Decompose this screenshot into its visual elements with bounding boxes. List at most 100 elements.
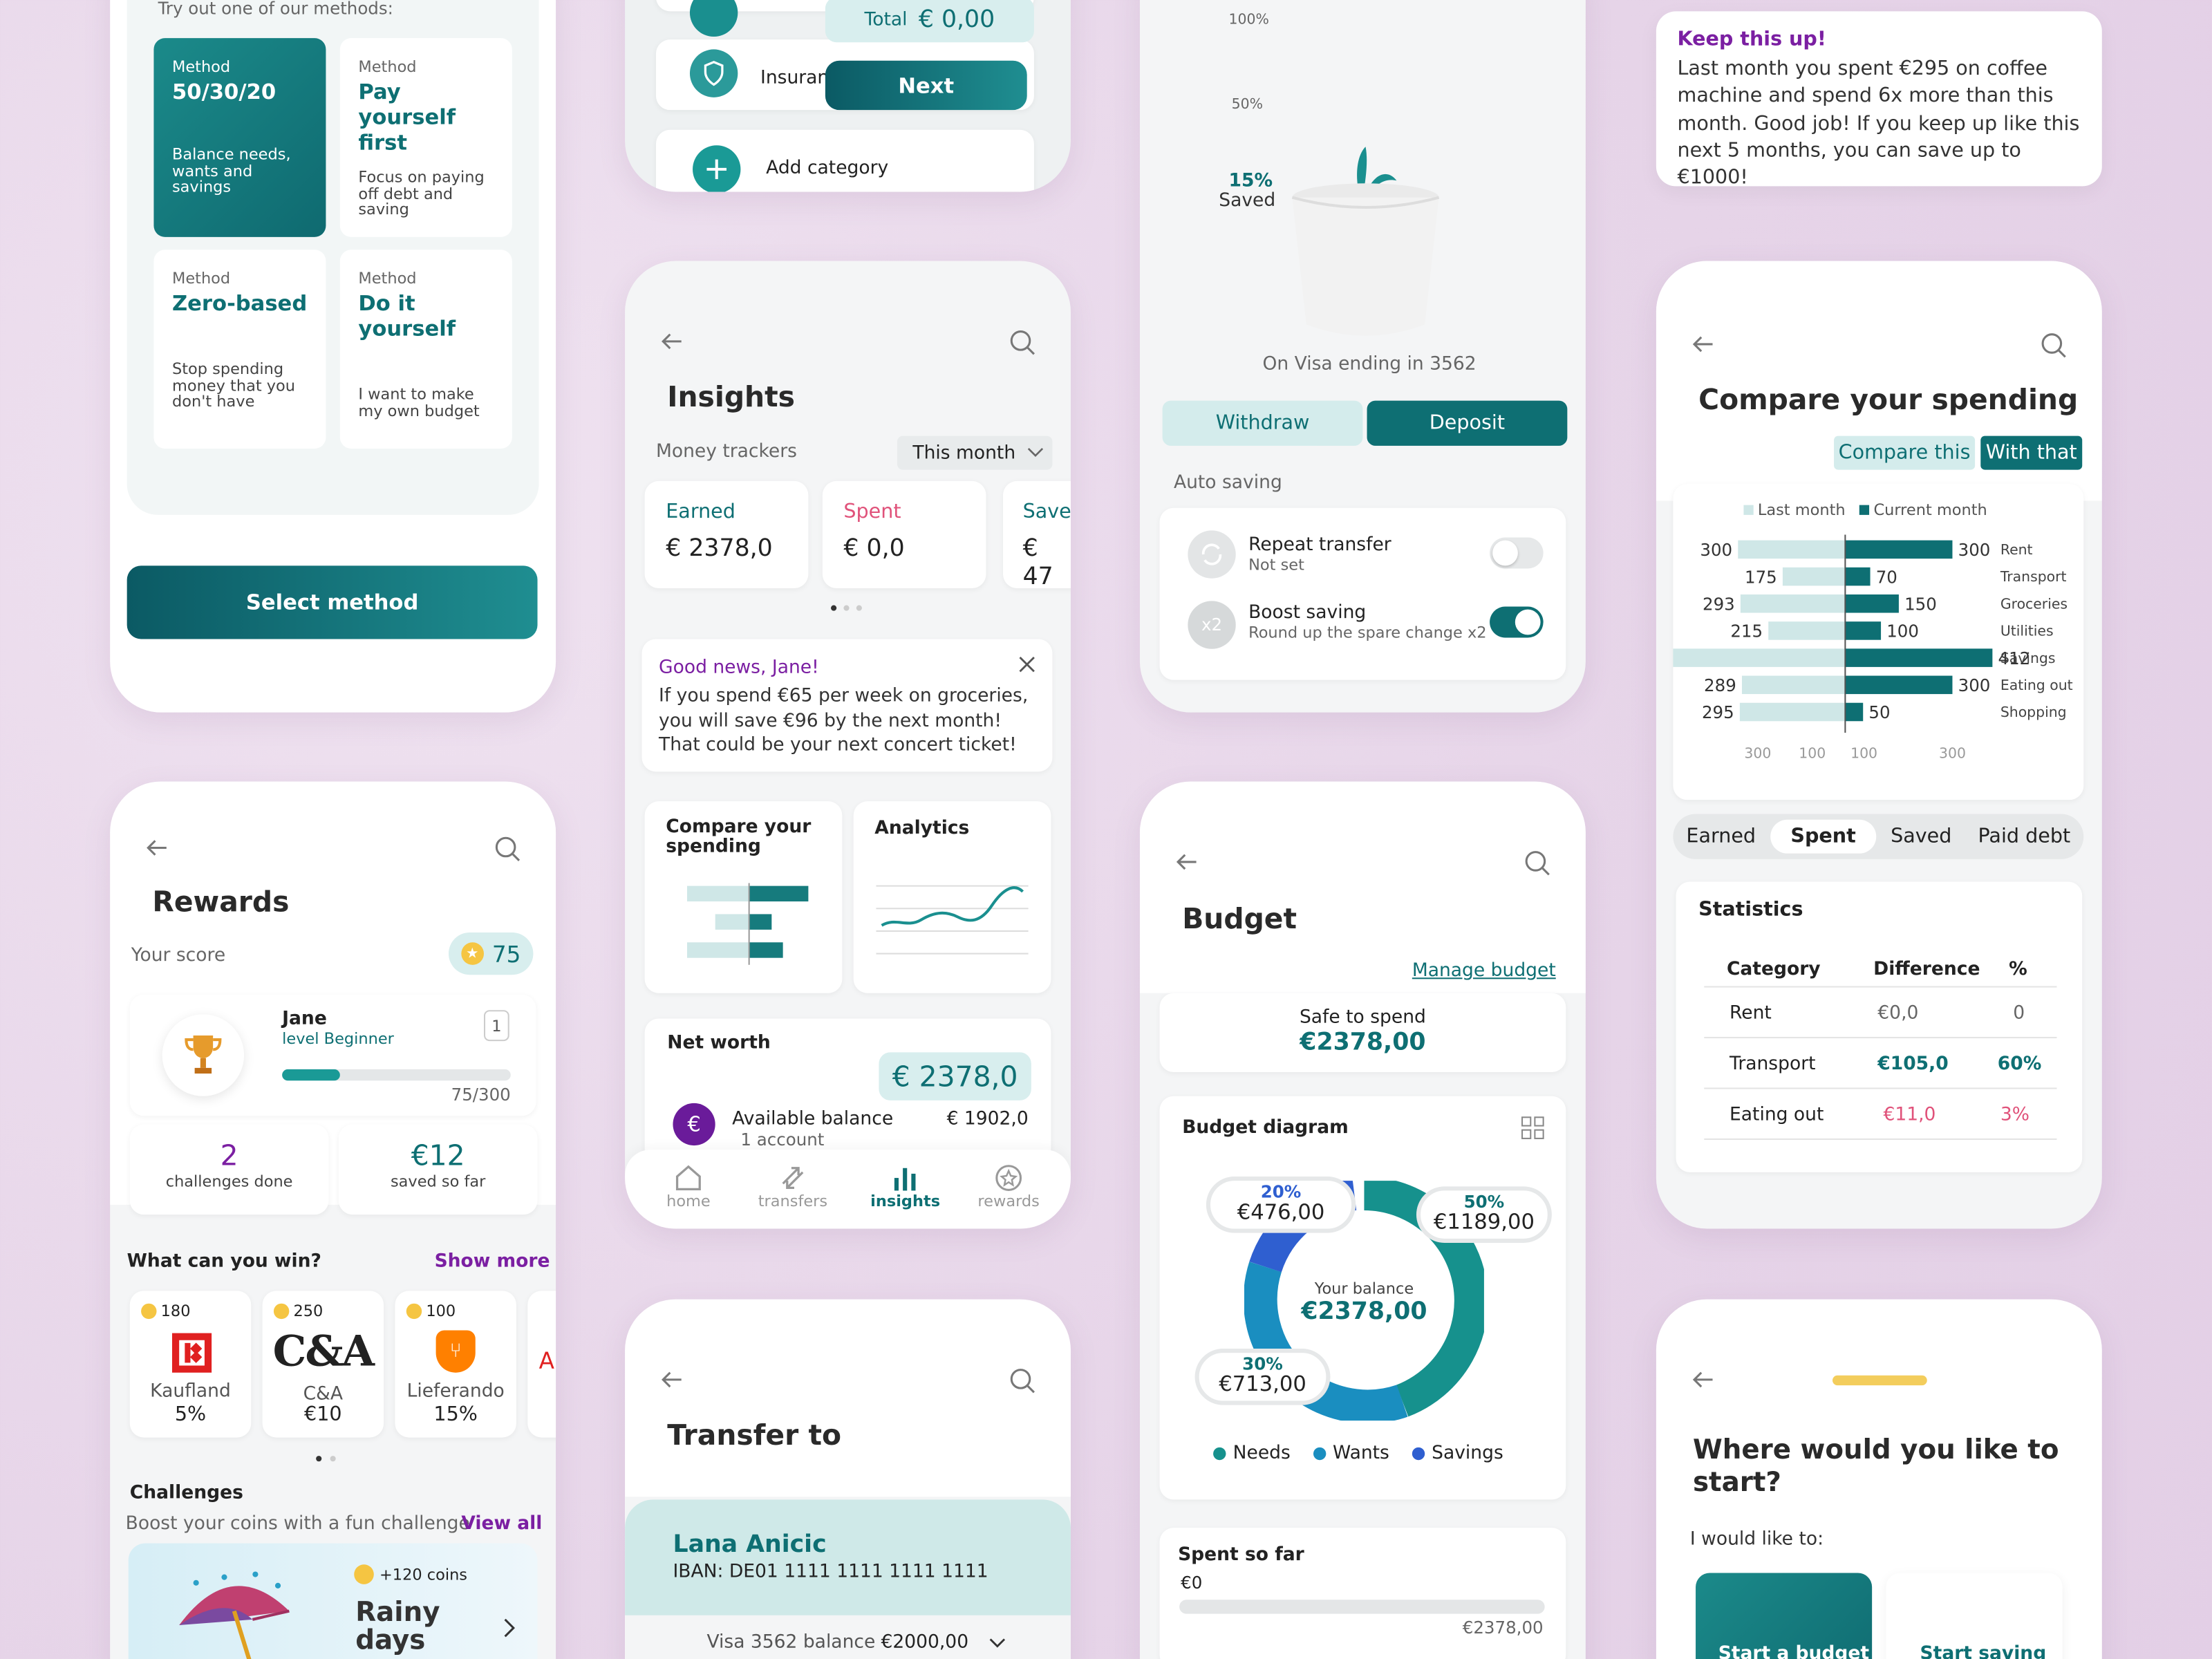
wants-label-bubble: 20% €476,00 (1206, 1177, 1356, 1233)
bar-last-month (1782, 567, 1846, 586)
net-worth-card: Net worth € 2378,0 € Available balance 1… (644, 1018, 1051, 1174)
tab-paid-debt[interactable]: Paid debt (1978, 825, 2071, 848)
repeat-transfer-toggle[interactable] (1490, 537, 1544, 569)
shield-icon (689, 49, 738, 97)
analytics-card[interactable]: Analytics (853, 801, 1051, 993)
score-label: Your score (131, 945, 226, 966)
nav-transfers[interactable]: transfers (755, 1164, 831, 1210)
bar-current-month (1845, 540, 1953, 559)
tracker-spent[interactable]: Spent € 0,0 (822, 480, 986, 589)
tracker-saved[interactable]: Save € 47 (1003, 480, 1071, 591)
budget-legend: Needs Wants Savings (1213, 1443, 1503, 1464)
back-arrow-icon[interactable] (1690, 1367, 1718, 1396)
page-title: Compare your spending (1698, 382, 2079, 417)
view-all-link[interactable]: View all (461, 1513, 543, 1535)
method-card-503020[interactable]: Method 50/30/20 Balance needs, wants and… (153, 38, 326, 237)
search-icon[interactable] (1009, 329, 1037, 357)
close-icon[interactable] (1018, 656, 1035, 673)
carousel-dots (831, 605, 862, 611)
back-arrow-icon[interactable] (1690, 332, 1718, 360)
table-row: Transport €105,0 60% (1730, 1053, 2042, 1076)
category-label: Eating out (2000, 677, 2073, 693)
start-budget-option[interactable]: Start a budget (1696, 1573, 1873, 1659)
select-method-button[interactable]: Select method (126, 565, 538, 639)
search-icon[interactable] (1009, 1367, 1037, 1396)
bar-last-month (1739, 702, 1846, 722)
with-that-button[interactable]: With that (1980, 435, 2083, 470)
methods-screen: Try out one of our methods: Method 50/30… (110, 0, 556, 713)
back-arrow-icon[interactable] (659, 329, 687, 357)
period-dropdown[interactable]: This month (897, 435, 1053, 470)
tick-label: 100 (1799, 745, 1826, 762)
challenges-done-card: 2 challenges done (129, 1124, 329, 1215)
tracker-earned[interactable]: Earned € 2378,0 (644, 480, 809, 589)
back-arrow-icon[interactable] (144, 835, 172, 863)
net-worth-value: € 2378,0 (879, 1052, 1031, 1100)
boost-saving-toggle[interactable] (1490, 606, 1544, 638)
grid-view-icon[interactable] (1521, 1116, 1545, 1140)
card-label: On Visa ending in 3562 (1262, 354, 1477, 375)
offer-partial[interactable]: A (527, 1291, 556, 1438)
home-icon (675, 1165, 701, 1191)
bar-last-month (1768, 621, 1846, 640)
method-card-diy[interactable]: Method Do it yourself I want to make my … (339, 250, 512, 449)
tab-spent[interactable]: Spent (1770, 819, 1876, 854)
search-icon[interactable] (1524, 850, 1552, 878)
category-label: Transport (2000, 568, 2067, 585)
recipient-card[interactable]: Lana Anicic IBAN: DE01 1111 1111 1111 11… (625, 1499, 1071, 1615)
table-row: Eating out €11,0 3% (1730, 1104, 2030, 1126)
transfer-screen: Transfer to Lana Anicic IBAN: DE01 1111 … (625, 1299, 1071, 1659)
compare-this-button[interactable]: Compare this (1834, 435, 1976, 470)
page-title: Where would you like to start? (1692, 1434, 2059, 1498)
start-saving-option[interactable]: Start saving (1886, 1573, 2063, 1659)
method-card-zero-based[interactable]: Method Zero-based Stop spending money th… (153, 250, 326, 449)
data-label-last: 293 (1703, 594, 1735, 614)
back-arrow-icon[interactable] (1174, 850, 1202, 878)
data-label-last: 289 (1704, 675, 1736, 695)
bar-last-month (1673, 648, 1846, 667)
tab-saved[interactable]: Saved (1891, 825, 1952, 848)
offer-lieferando[interactable]: 100 ⑂ Lieferando 15% (395, 1291, 516, 1438)
start-subtitle: I would like to: (1689, 1529, 1824, 1550)
umbrella-icon (179, 1571, 290, 1659)
manage-budget-link[interactable]: Manage budget (1412, 960, 1556, 982)
challenge-card[interactable]: +120 coins Rainy days (128, 1543, 538, 1659)
bar-current-month (1845, 648, 1993, 667)
deposit-button[interactable]: Deposit (1367, 400, 1568, 446)
repeat-icon (1188, 530, 1236, 579)
coin-icon (406, 1303, 422, 1320)
budget-screen: Budget Manage budget Safe to spend €2378… (1139, 781, 1586, 1659)
search-icon[interactable] (494, 835, 522, 863)
challenges-title: Challenges (129, 1482, 243, 1504)
saved-so-far-card: €12 saved so far (338, 1124, 538, 1215)
source-account-select[interactable]: Visa 3562 balance €2000,00 (706, 1632, 1005, 1653)
score-badge: ★ 75 (448, 932, 534, 975)
total-display: Total € 0,00 (825, 0, 1034, 43)
tab-earned[interactable]: Earned (1686, 825, 1756, 848)
compare-spending-card[interactable]: Compare your spending (644, 801, 843, 993)
coin-icon (354, 1564, 374, 1584)
chevron-down-icon (1027, 448, 1043, 458)
nav-home[interactable]: home (664, 1164, 712, 1210)
method-desc: Balance needs, wants and savings (171, 145, 291, 196)
auto-saving-card: Repeat transfer Not set x2 Boost saving … (1159, 507, 1566, 680)
bar-current-month (1845, 621, 1882, 640)
method-card-pay-yourself[interactable]: Method Pay yourself first Focus on payin… (339, 38, 512, 237)
nav-insights[interactable]: insights (870, 1164, 940, 1210)
coin-icon (141, 1303, 157, 1320)
withdraw-button[interactable]: Withdraw (1162, 400, 1363, 446)
next-button[interactable]: Next (825, 60, 1027, 111)
show-more-link[interactable]: Show more (434, 1251, 550, 1273)
offer-kaufland[interactable]: 180 Kaufland 5% (129, 1291, 252, 1438)
transfers-icon (782, 1167, 804, 1189)
search-icon[interactable] (2040, 332, 2068, 360)
money-trackers-label: Money trackers (655, 441, 798, 463)
back-arrow-icon[interactable] (659, 1367, 687, 1396)
offer-ca[interactable]: 250 C&A C&A €10 (262, 1291, 384, 1438)
spent-so-far-card: Spent so far €0 €2378,00 (1159, 1528, 1566, 1659)
nav-rewards[interactable]: rewards (975, 1164, 1042, 1210)
tick-label: 300 (1939, 745, 1966, 762)
tick-label: 300 (1744, 745, 1771, 762)
safe-to-spend-card: Safe to spend €2378,00 (1159, 993, 1566, 1073)
bar-current-month (1845, 675, 1953, 695)
